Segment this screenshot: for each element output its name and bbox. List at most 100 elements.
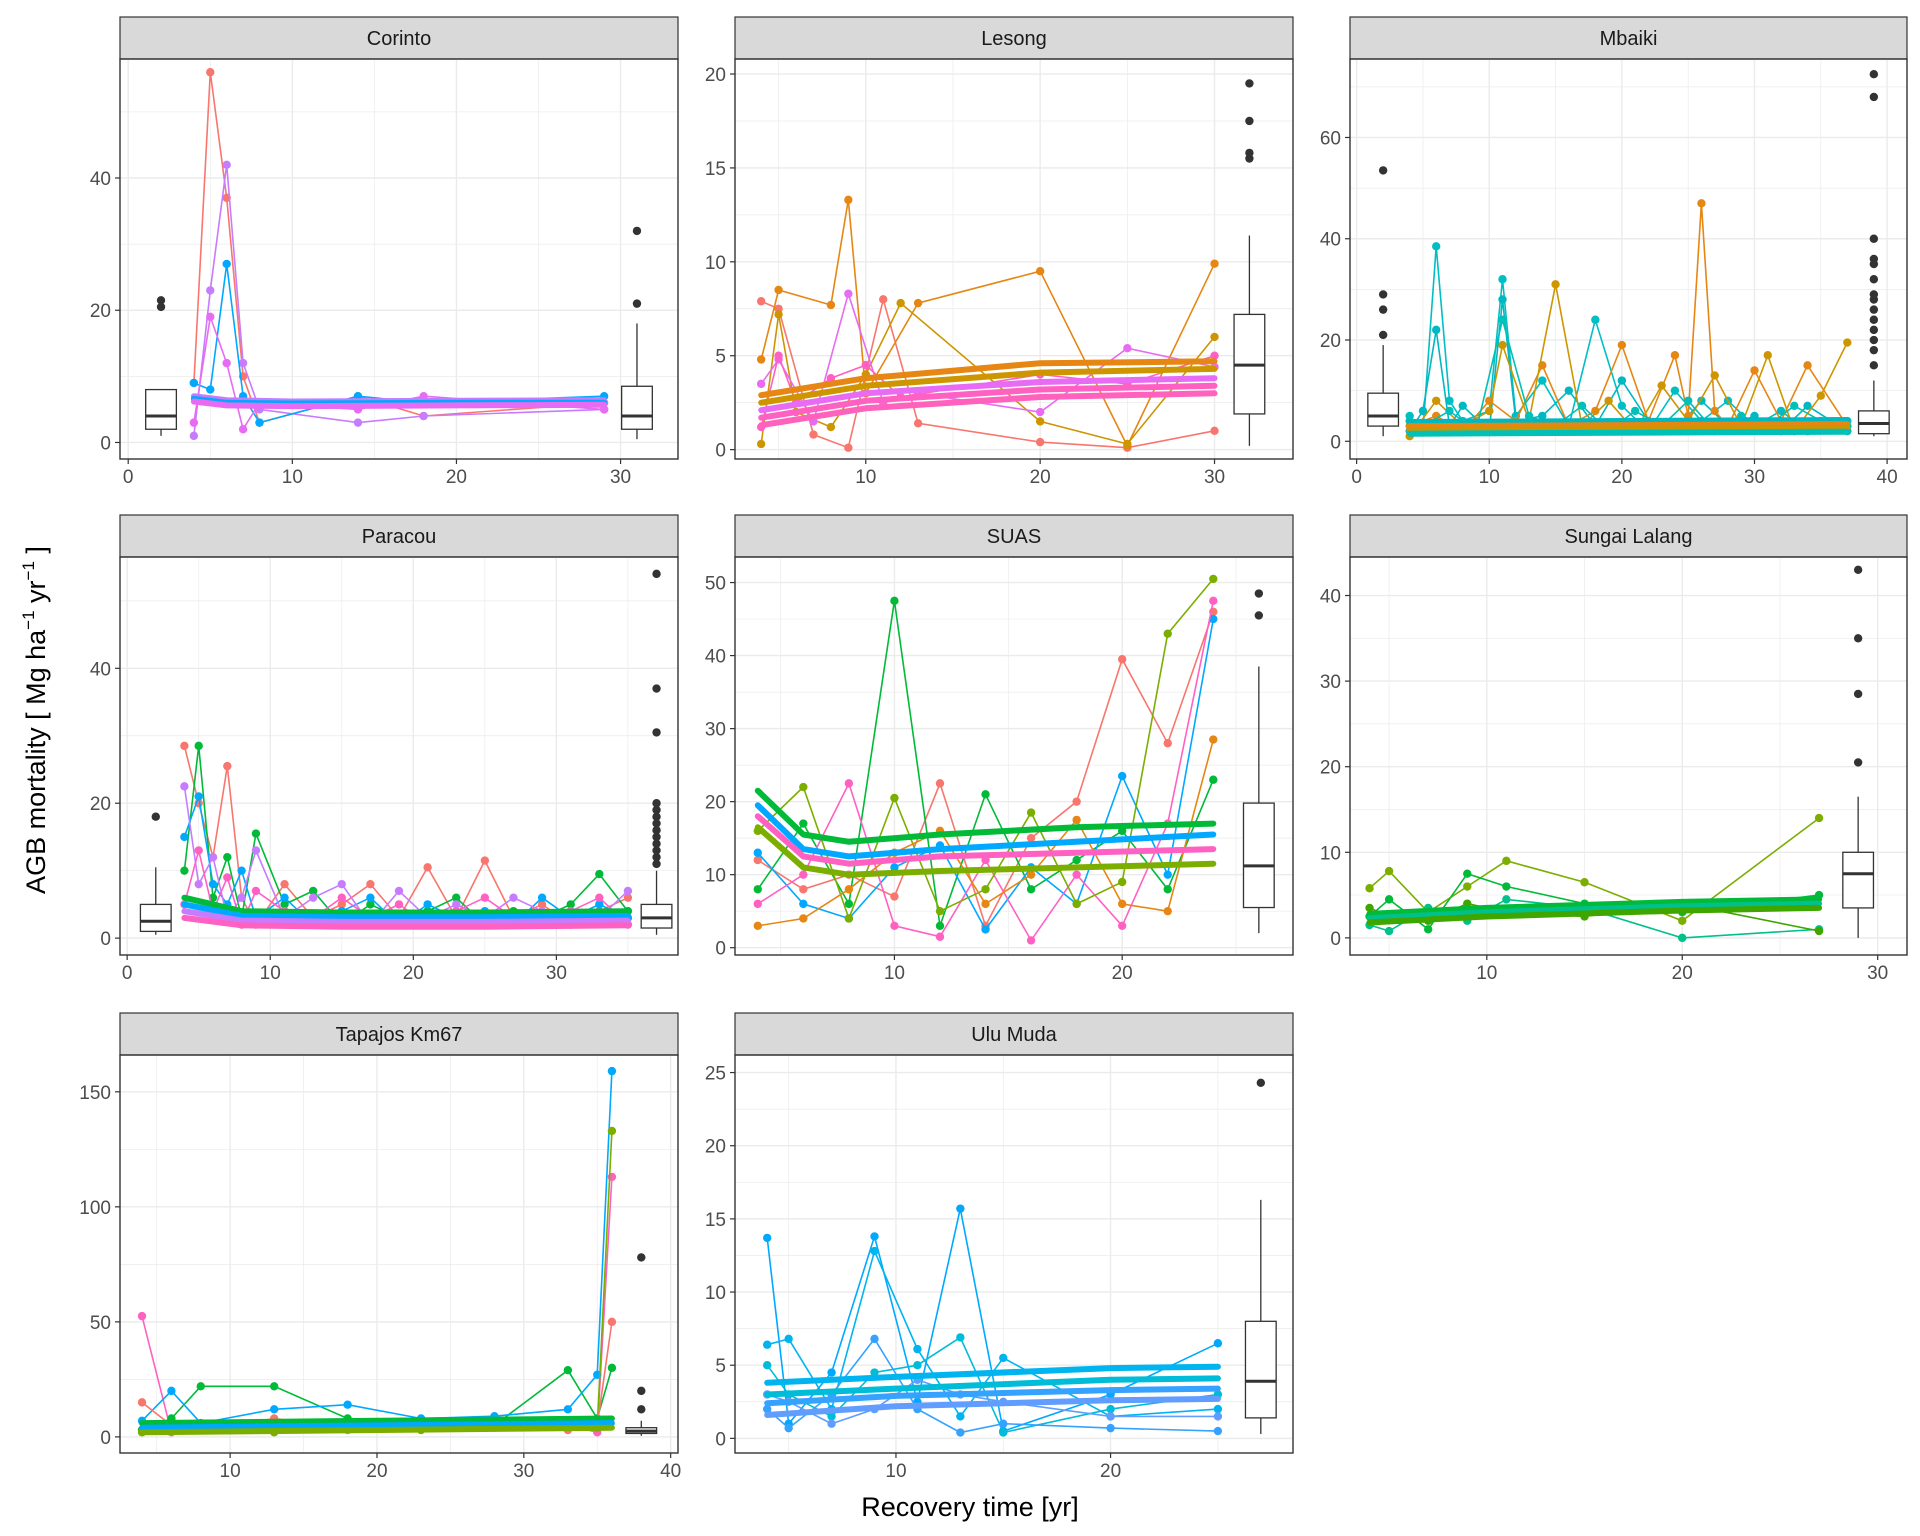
data-point [1498,295,1507,304]
boxplot-outlier [1254,611,1264,620]
data-point [861,360,870,370]
data-point [1814,926,1824,936]
data-point [827,1368,836,1377]
data-point [1209,735,1218,744]
data-point [366,879,375,889]
x-tick-label: 10 [855,467,876,488]
data-point [1678,933,1687,943]
x-tick-label: 20 [1611,467,1632,488]
data-point [826,374,836,383]
boxplot-outlier [652,819,661,828]
data-point [1072,899,1081,909]
boxplot [625,1253,658,1436]
data-point [1814,813,1824,823]
data-point [566,900,575,909]
data-point [308,886,318,896]
boxplot-outlier [1254,589,1264,598]
data-point [208,852,218,862]
data-point [180,782,189,791]
x-tick-label: 30 [1867,963,1888,984]
data-point [1365,884,1374,893]
data-point [935,906,945,916]
data-point [337,879,346,889]
data-point [237,893,246,902]
trend-line [754,824,1217,878]
trend-line [181,914,631,930]
data-point [913,419,923,428]
data-point [1763,351,1772,360]
boxplot-outlier [1256,1078,1266,1088]
data-point [1697,199,1706,208]
trend-line [754,787,1217,845]
y-tick-label: 20 [90,301,111,322]
data-point [238,358,248,368]
data-point [1604,396,1613,405]
trend-line [1366,900,1823,922]
boxplot-outlier [652,684,661,693]
boxplot-box [1244,1320,1277,1419]
data-point [1790,401,1799,411]
plot-area-lesong [756,79,1266,452]
boxplot-outlier [156,302,166,312]
y-tick-label: 0 [715,1429,726,1450]
data-point [194,792,203,801]
data-point [1524,411,1534,421]
data-point [1498,275,1507,284]
data-point [1213,1339,1223,1348]
boxplot-outlier [1378,330,1388,340]
data-point [1210,426,1219,436]
data-point [563,1365,573,1375]
y-axis-title-exponent-1: −1 [19,610,38,629]
data-point [1213,1412,1223,1421]
trend-line [181,908,631,925]
trend-line [1406,425,1851,434]
data-point [537,900,547,909]
y-tick-label: 50 [90,1313,111,1334]
data-point [774,285,783,295]
data-point [1502,856,1511,866]
data-point [1564,386,1574,395]
data-point [935,779,945,788]
data-point [394,900,404,909]
data-point [194,741,203,751]
y-tick-label: 0 [100,433,111,454]
data-point [1106,1404,1115,1414]
data-point [251,846,261,855]
series-line [141,1071,613,1424]
strip-label-ulu-muda: Ulu Muda [971,1024,1057,1046]
data-point [607,1363,617,1373]
data-point [935,932,945,941]
data-point [1670,351,1680,360]
boxplot-outlier [652,728,661,737]
boxplot-outlier [1869,69,1879,79]
data-point [890,921,899,930]
data-point [452,893,461,902]
data-point [180,866,189,875]
data-point [1670,386,1680,395]
trend-line [764,1395,1221,1418]
data-point [1617,340,1627,350]
x-tick-label: 30 [1744,467,1765,488]
grid-tapajos-km67 [120,1055,678,1453]
strip-label-tapajos-km67: Tapajos Km67 [336,1024,463,1046]
data-point [607,1066,617,1076]
y-tick-label: 100 [79,1198,111,1219]
data-point [1384,866,1394,876]
boxplot [1367,166,1400,437]
strip-label-lesong: Lesong [981,28,1047,50]
series-line [757,611,1215,928]
data-point [251,829,261,838]
boxplot-outlier [1869,345,1879,355]
data-point [1445,396,1454,405]
strip-lesong [734,16,1294,60]
boxplot-outlier [637,1386,646,1396]
y-tick-label: 10 [1320,843,1341,864]
y-tick-label: 40 [705,647,726,668]
y-tick-label: 10 [705,253,726,274]
data-point [762,1404,772,1414]
plot-area-ulu-muda [762,1078,1277,1437]
data-point [1163,906,1172,916]
boxplot-box [1367,392,1400,427]
series-line [757,618,1215,931]
